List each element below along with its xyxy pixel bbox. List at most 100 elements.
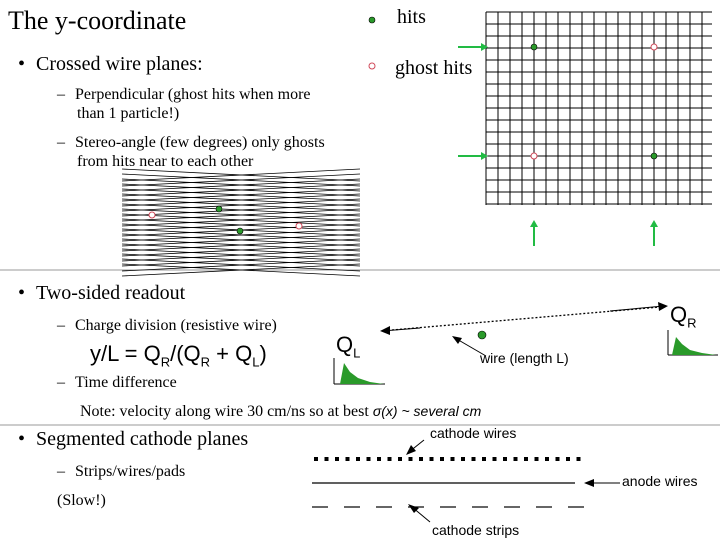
cathode-wire-dot <box>461 457 465 461</box>
arrow-head-icon <box>481 43 488 51</box>
grid-hit-icon <box>650 152 658 160</box>
stereo-hit-icon <box>236 227 244 235</box>
wire-hit-icon <box>477 330 487 340</box>
cathode-wire-dot <box>440 457 444 461</box>
dash-icon: – <box>57 463 65 480</box>
stereo-wire <box>121 263 361 277</box>
stereo-wire <box>121 218 361 232</box>
legend-ghost-hits-label: ghost hits <box>395 57 473 79</box>
cathode-wire-dot <box>492 457 497 461</box>
sub-text: Perpendicular (ghost hits when more <box>75 86 311 103</box>
bullet-two-sided-readout: • Two-sided readout <box>18 282 185 305</box>
cathode-wire-dot <box>356 457 360 461</box>
bullet-icon: • <box>18 428 26 450</box>
stereo-wire <box>121 213 361 227</box>
grid-hit-icon <box>530 43 538 51</box>
cathode-wire-dot <box>524 457 528 461</box>
stereo-ghost-hit-icon <box>148 211 156 219</box>
stereo-wire <box>121 193 361 207</box>
cathode-wire-dot <box>576 457 581 461</box>
stereo-wire <box>121 198 361 212</box>
ghost-hit-marker-icon <box>368 62 376 70</box>
anode-wires-label: anode wires <box>622 473 698 489</box>
arrow-head-icon <box>658 302 668 311</box>
arrow-head-icon <box>380 326 390 335</box>
grid-ghost-hit-icon <box>530 152 538 160</box>
eq-sub: R <box>200 354 211 370</box>
cathode-strips-label: cathode strips <box>432 522 520 538</box>
cathode-wire-dot <box>482 457 486 461</box>
arrow-head-icon <box>584 479 594 487</box>
cathode-wire-dot <box>345 457 350 461</box>
cathode-wire-dot <box>545 457 549 461</box>
dash-icon: – <box>57 86 65 103</box>
hit-marker-icon <box>368 16 376 24</box>
sub-stereo-line1: – Stereo-angle (few degrees) only ghosts <box>57 134 325 152</box>
crossed-wire-grid <box>485 11 712 205</box>
bullet-text: Crossed wire planes: <box>36 53 203 75</box>
sub-time-difference: – Time difference <box>57 374 177 392</box>
stereo-wire-planes <box>121 168 361 277</box>
bullet-icon: • <box>18 282 26 304</box>
slide-title: The y-coordinate <box>8 6 187 35</box>
q-symbol: Q <box>670 302 688 327</box>
note-text: Note: velocity along wire 30 cm/ns so at… <box>80 403 373 420</box>
cathode-wire-dot <box>471 457 476 461</box>
cathode-wire-dot <box>555 457 560 461</box>
stereo-wire <box>121 238 361 252</box>
stereo-wire <box>121 253 361 267</box>
sub-stereo-line2: from hits near to each other <box>77 153 254 170</box>
bullet-text: Two-sided readout <box>36 282 186 304</box>
arrow-head-icon <box>481 152 488 160</box>
readout-arrows <box>458 43 658 246</box>
stereo-wire <box>121 203 361 217</box>
stereo-ghost-hit-icon <box>295 222 303 230</box>
cathode-wire-dot <box>314 457 318 461</box>
sub-charge-division: – Charge division (resistive wire) <box>57 317 277 335</box>
cathode-wire-dot <box>366 457 371 461</box>
sub-perpendicular-line1: – Perpendicular (ghost hits when more <box>57 86 311 104</box>
stereo-wire <box>121 248 361 262</box>
grid-ghost-hit-icon <box>650 43 658 51</box>
eq-part: + Q <box>210 341 253 366</box>
stereo-wire <box>121 178 361 192</box>
cathode-wire-dot <box>450 457 455 461</box>
q-sub: L <box>353 345 361 361</box>
cathode-wire-dot <box>324 457 329 461</box>
eq-part: /(Q <box>170 341 201 366</box>
cathode-wire-dot <box>513 457 518 461</box>
eq-sub: L <box>252 354 260 370</box>
stereo-wire <box>121 168 361 182</box>
note-sigma: σ(x) ~ several cm <box>372 403 482 419</box>
charge-division-equation: y/L = QR/(QR + QL) <box>90 341 267 369</box>
arrow-head-icon <box>406 445 416 455</box>
cathode-wire-dot <box>398 457 402 461</box>
cathode-planes-diagram <box>312 439 620 523</box>
stereo-wire <box>121 233 361 247</box>
sub-text: Stereo-angle (few degrees) only ghosts <box>75 134 325 151</box>
charge-right-label: QR <box>670 302 697 330</box>
arrow-head-icon <box>650 220 658 227</box>
charge-left-label: QL <box>336 332 360 360</box>
stereo-hit-icon <box>215 205 223 213</box>
cathode-wire-dot <box>408 457 413 461</box>
stereo-wire <box>121 258 361 272</box>
velocity-note: Note: velocity along wire 30 cm/ns so at… <box>80 403 481 421</box>
bullet-icon: • <box>18 53 26 75</box>
dash-icon: – <box>57 317 65 334</box>
sub-text: Strips/wires/pads <box>75 463 186 480</box>
q-symbol: Q <box>336 332 354 357</box>
stereo-wire <box>121 183 361 197</box>
legend-hits-label: hits <box>397 6 426 28</box>
stereo-wire <box>121 188 361 202</box>
eq-part: y/L = Q <box>90 341 161 366</box>
dash-icon: – <box>57 134 65 151</box>
pulse-left <box>340 363 384 384</box>
q-sub: R <box>687 315 697 331</box>
stereo-wire <box>121 243 361 257</box>
bullet-crossed-wire-planes: • Crossed wire planes: <box>18 53 203 76</box>
cathode-wire-dot <box>534 457 539 461</box>
arrow-head-icon <box>408 504 419 513</box>
cathode-wires <box>314 457 581 461</box>
